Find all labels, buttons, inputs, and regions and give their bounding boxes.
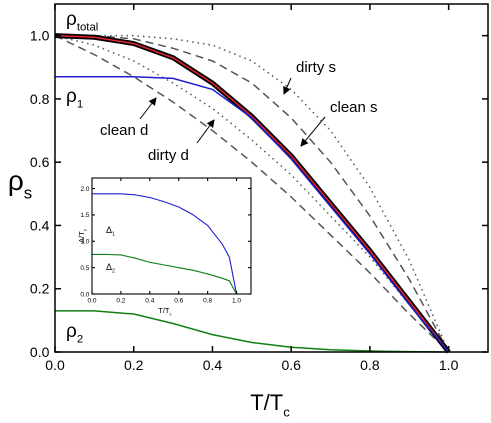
- annotation-main: dirty s: [296, 59, 336, 76]
- annotation: Δ1: [106, 225, 115, 238]
- x-axis-label: T/Tc: [158, 306, 172, 316]
- series-line: [54, 34, 450, 353]
- annotation: dirty s: [296, 59, 336, 76]
- annotation-sub: 1: [112, 232, 115, 238]
- annotation-main: ρ: [66, 86, 77, 107]
- annotation-sub: 2: [112, 269, 115, 275]
- annotation-sub: total: [77, 22, 99, 34]
- arrow: [300, 116, 326, 147]
- x-tick-label: 0.0: [87, 297, 96, 304]
- annotation-main: clean s: [330, 99, 378, 116]
- y-tick-label: 1.5: [80, 212, 89, 219]
- arrow: [139, 97, 157, 120]
- x-tick-label: 0.2: [116, 297, 125, 304]
- y-axis-label-main: ρ: [8, 165, 24, 196]
- annotation-sub: 1: [77, 99, 83, 111]
- x-tick-label: 0.4: [145, 297, 154, 304]
- annotation-main: clean d: [100, 122, 148, 139]
- x-tick-label: 0.2: [124, 357, 144, 373]
- x-tick-label: 0.8: [360, 357, 380, 373]
- y-tick-label: 1.0: [30, 28, 50, 44]
- annotation: ρ1: [66, 86, 83, 111]
- y-tick-label: 0.8: [30, 91, 50, 107]
- y-tick-label: 0.0: [80, 291, 89, 298]
- inset-frame: [91, 177, 252, 295]
- inset-background: [92, 178, 251, 294]
- y-tick-label: 2.0: [80, 186, 89, 193]
- annotation-sub: 2: [77, 334, 83, 346]
- annotation: dirty d: [148, 147, 189, 164]
- plot-frame: [54, 3, 489, 353]
- y-axis-label-sub: c: [82, 228, 87, 231]
- x-tick-label: 1.0: [232, 297, 241, 304]
- arrow: [196, 119, 215, 144]
- x-tick-label: 0.8: [203, 297, 212, 304]
- x-tick-label: 0.4: [203, 357, 223, 373]
- series-line: [92, 193, 238, 295]
- y-tick-label: 0.5: [80, 265, 89, 272]
- series-line: [55, 34, 450, 353]
- y-tick-label: 0.2: [30, 281, 50, 297]
- x-tick-label: 1.0: [439, 357, 459, 373]
- series-line: [55, 310, 449, 353]
- y-axis-label-sub: s: [24, 183, 32, 202]
- x-tick-label: 0.6: [174, 297, 183, 304]
- annotation-main: ρ: [66, 321, 77, 342]
- y-axis-label: ρs: [8, 165, 32, 202]
- series-line: [92, 253, 238, 295]
- annotation: clean d: [100, 122, 148, 139]
- annotation-main: dirty d: [148, 147, 189, 164]
- series-line: [55, 34, 450, 353]
- x-axis-label-main: T/T: [158, 306, 170, 315]
- annotation-main: ρ: [66, 9, 77, 30]
- series-line: [54, 34, 450, 353]
- annotation: ρ2: [66, 321, 83, 346]
- series-line: [55, 76, 450, 353]
- x-axis-label-sub: c: [283, 405, 290, 420]
- arrows: [139, 77, 326, 147]
- y-tick-label: 0.4: [30, 217, 50, 233]
- y-tick-label: 1.0: [80, 239, 89, 246]
- y-tick-label: 0.0: [30, 344, 50, 360]
- x-tick-label: 0.0: [45, 357, 65, 373]
- annotation: Δ2: [106, 262, 115, 275]
- x-tick-label: 0.6: [281, 357, 301, 373]
- annotation-main: Δ: [106, 262, 112, 272]
- annotation: ρtotal: [66, 9, 98, 34]
- x-axis-label-main: T/T: [250, 390, 283, 415]
- annotation: clean s: [330, 99, 378, 116]
- y-axis-label-main: Δ/T: [77, 231, 86, 243]
- y-axis-label: Δ/Tc: [77, 228, 87, 243]
- arrow: [283, 77, 292, 95]
- x-axis-label-sub: c: [170, 311, 173, 316]
- x-axis-label: T/Tc: [250, 390, 290, 420]
- annotation-main: Δ: [106, 225, 112, 235]
- y-tick-label: 0.6: [30, 154, 50, 170]
